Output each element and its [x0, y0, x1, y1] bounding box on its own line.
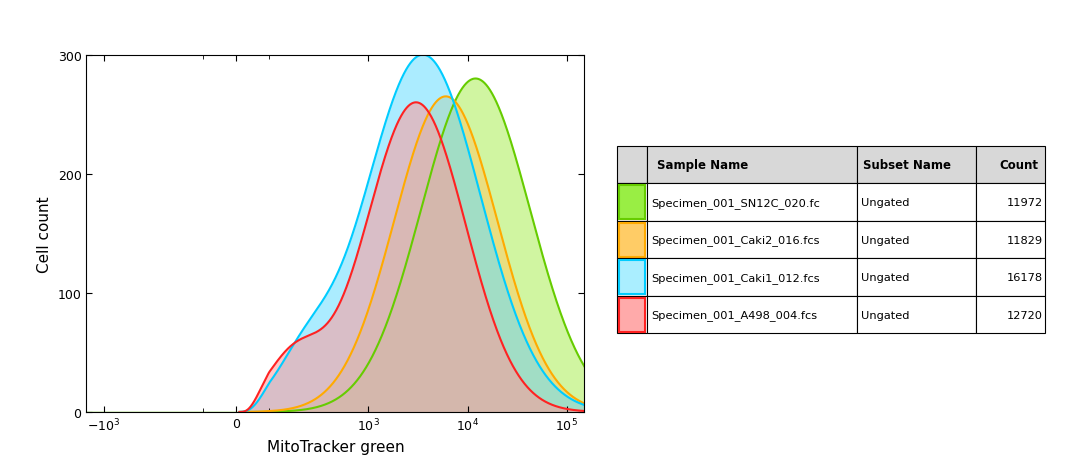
Text: 16178: 16178 — [1007, 273, 1042, 282]
Text: Ungated: Ungated — [861, 198, 909, 207]
Text: 11829: 11829 — [1007, 235, 1042, 245]
Text: 11972: 11972 — [1007, 198, 1042, 207]
Bar — [617, 146, 647, 184]
Bar — [617, 296, 647, 334]
Bar — [617, 259, 647, 296]
Bar — [647, 259, 856, 296]
Bar — [856, 184, 976, 221]
Bar — [619, 261, 645, 294]
Bar — [647, 146, 856, 184]
Bar — [976, 296, 1044, 334]
Text: Specimen_001_Caki1_012.fcs: Specimen_001_Caki1_012.fcs — [651, 272, 820, 283]
Bar — [976, 259, 1044, 296]
Bar — [619, 186, 645, 219]
X-axis label: MitoTracker green: MitoTracker green — [267, 439, 404, 454]
Text: Sample Name: Sample Name — [658, 159, 748, 172]
Bar — [976, 146, 1044, 184]
Text: Specimen_001_SN12C_020.fc: Specimen_001_SN12C_020.fc — [651, 197, 821, 208]
Bar — [856, 221, 976, 259]
Bar — [976, 184, 1044, 221]
Text: Ungated: Ungated — [861, 310, 909, 320]
Bar — [619, 298, 645, 332]
Bar — [647, 184, 856, 221]
Text: Ungated: Ungated — [861, 235, 909, 245]
Bar — [647, 296, 856, 334]
Bar — [856, 146, 976, 184]
Y-axis label: Cell count: Cell count — [37, 195, 52, 272]
Bar — [617, 184, 647, 221]
Bar — [976, 221, 1044, 259]
Bar — [856, 259, 976, 296]
Text: Specimen_001_A498_004.fcs: Specimen_001_A498_004.fcs — [651, 309, 818, 320]
Bar — [617, 221, 647, 259]
Text: Specimen_001_Caki2_016.fcs: Specimen_001_Caki2_016.fcs — [651, 235, 820, 245]
Bar — [856, 296, 976, 334]
Text: 12720: 12720 — [1007, 310, 1042, 320]
Text: Ungated: Ungated — [861, 273, 909, 282]
Text: Subset Name: Subset Name — [863, 159, 950, 172]
Bar — [647, 221, 856, 259]
Text: Count: Count — [999, 159, 1038, 172]
Bar — [619, 223, 645, 257]
